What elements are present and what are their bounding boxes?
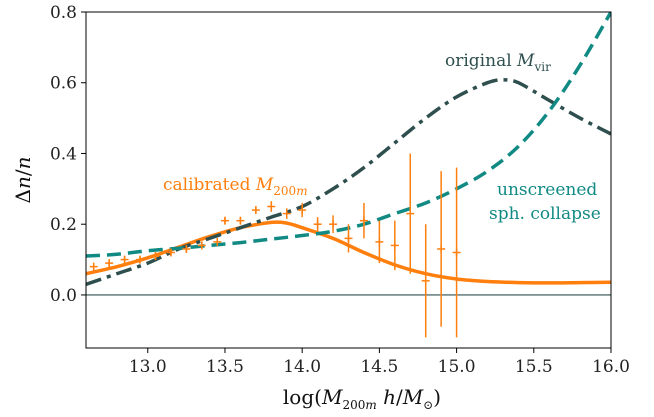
- annotation-calibrated: calibrated M200m: [163, 175, 308, 198]
- annotation-sph-collapse: sph. collapse: [489, 204, 601, 224]
- data-point: [105, 259, 114, 268]
- data-point: [182, 244, 191, 253]
- data-point: [282, 208, 291, 219]
- data-point: [120, 255, 129, 264]
- x-tick-label: 13.0: [129, 357, 167, 377]
- x-tick-label: 14.0: [283, 357, 321, 377]
- data-point: [421, 224, 430, 338]
- x-tick-label: 15.0: [438, 357, 476, 377]
- data-point: [89, 262, 98, 271]
- y-axis-label: Δn/n: [11, 157, 35, 204]
- y-axis-ticks: 0.0 0.2 0.4 0.6 0.8: [50, 3, 86, 306]
- x-axis-ticks: 13.0 13.5 14.0 14.5 15.0 15.5 16.0: [129, 348, 630, 377]
- data-point: [236, 216, 245, 225]
- data-point: [136, 255, 145, 264]
- x-axis-label: log(M200m h/M⊙): [283, 385, 441, 412]
- plot-frame: [85, 11, 612, 349]
- data-point: [220, 216, 229, 225]
- data-points: [89, 153, 461, 338]
- y-tick-label: 0.8: [50, 3, 77, 23]
- data-point: [406, 153, 415, 274]
- data-point: [267, 201, 276, 212]
- x-tick-label: 16.0: [592, 357, 630, 377]
- x-tick-label: 14.5: [360, 357, 398, 377]
- data-point: [452, 167, 461, 338]
- data-point: [437, 171, 446, 327]
- annotation-original: original Mvir: [445, 51, 551, 74]
- y-tick-label: 0.0: [50, 286, 77, 306]
- data-point: [166, 248, 175, 257]
- data-point: [344, 224, 353, 253]
- data-point: [213, 237, 222, 246]
- x-tick-label: 13.5: [206, 357, 244, 377]
- data-point: [329, 215, 338, 234]
- data-point: [151, 252, 160, 261]
- data-point: [359, 202, 368, 239]
- annotation-unscreened: unscreened: [497, 180, 597, 200]
- y-tick-label: 0.4: [50, 144, 77, 164]
- data-point: [375, 220, 384, 264]
- data-point: [390, 220, 399, 271]
- data-point: [298, 202, 307, 218]
- y-tick-label: 0.2: [50, 215, 77, 235]
- data-point: [313, 217, 322, 232]
- data-point: [251, 206, 260, 215]
- y-tick-label: 0.6: [50, 74, 77, 94]
- data-point: [197, 241, 206, 250]
- x-tick-label: 15.5: [515, 357, 553, 377]
